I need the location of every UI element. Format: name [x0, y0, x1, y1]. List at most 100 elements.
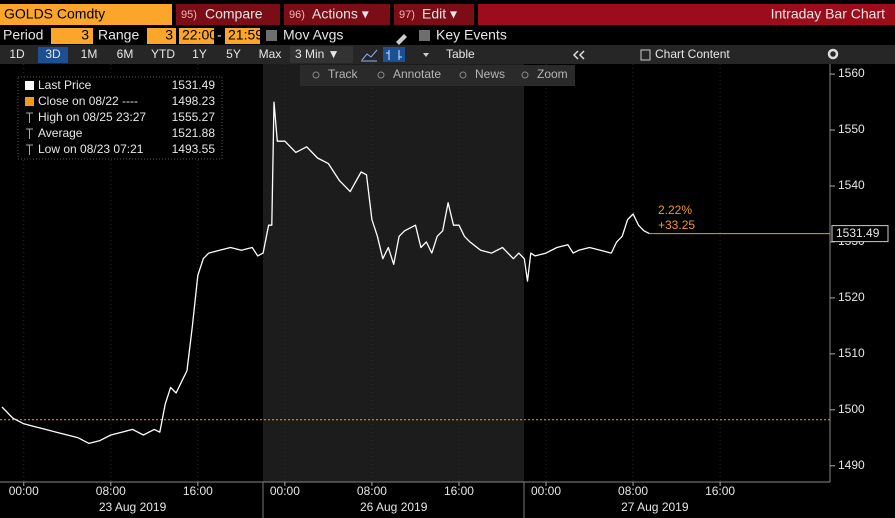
title-bar: [478, 4, 895, 25]
period-value: 3: [81, 27, 89, 43]
y-tick-label: 1490: [838, 458, 865, 472]
range-buttons: 1D 3D 1M 6M YTD 1Y 5Y Max: [9, 47, 281, 63]
y-tick-label: 1550: [838, 122, 865, 136]
tool-icon[interactable]: [521, 71, 529, 79]
tool-icon[interactable]: [312, 71, 320, 79]
key-events-checkbox[interactable]: [419, 30, 430, 41]
legend-label: Average: [38, 126, 83, 140]
y-tick-label: 1500: [838, 402, 865, 416]
actions-button[interactable]: [284, 4, 390, 25]
button-key: 95): [181, 9, 197, 21]
edit-button[interactable]: [394, 4, 474, 25]
period-field[interactable]: [51, 28, 93, 44]
range-button[interactable]: 1M: [81, 47, 98, 61]
legend-value: 1498.23: [172, 94, 216, 108]
bar-icon-bg[interactable]: [383, 47, 405, 62]
settings-icon[interactable]: [827, 48, 839, 60]
legend-value: 1521.88: [172, 126, 216, 140]
y-tick-label: 1510: [838, 346, 865, 360]
security-field[interactable]: [0, 4, 172, 25]
x-tick-label: 16:00: [705, 484, 735, 498]
range-button[interactable]: 1Y: [192, 47, 207, 61]
x-tick-label: 16:00: [444, 484, 474, 498]
bar-icon: [386, 50, 402, 60]
button-key: 96): [289, 9, 305, 21]
range-button[interactable]: Max: [259, 47, 282, 61]
range-label: Range: [98, 27, 139, 43]
button-label: Compare: [205, 6, 263, 22]
change-annotation: 2.22%: [658, 203, 692, 217]
tool-button[interactable]: Track: [328, 67, 359, 81]
legend-label: High on 08/25 23:27: [38, 110, 146, 124]
start-field[interactable]: [179, 28, 214, 44]
start-time: 22:00: [182, 27, 217, 43]
last-price-box: [831, 225, 889, 243]
x-tick-label: 00:00: [270, 484, 300, 498]
key-events-label: Key Events: [436, 27, 507, 43]
x-tick-label: 08:00: [357, 484, 387, 498]
chart-content-button[interactable]: Chart Content: [655, 47, 730, 61]
legend-label: Close on 08/22 ----: [38, 94, 138, 108]
tool-icon[interactable]: [459, 71, 467, 79]
compare-button[interactable]: [176, 4, 280, 25]
range-value: 3: [165, 27, 173, 43]
legend: Last Price 1531.49 Close on 08/22 ---- 1498…: [25, 78, 215, 156]
plot: 1490150015101520153015401550156000:0008:…: [0, 64, 889, 518]
range-button[interactable]: 1D: [9, 47, 25, 61]
legend-value: 1531.49: [172, 78, 216, 92]
tools: Track Annotate News Zoom: [312, 67, 568, 81]
x-tick-label: 08:00: [618, 484, 648, 498]
legend-marker: [26, 112, 33, 123]
legend-marker: [25, 81, 34, 90]
y-tick-label: 1560: [838, 66, 865, 80]
y-tick-label: 1540: [838, 178, 865, 192]
window-title: Intraday Bar Chart: [771, 6, 885, 22]
button-key: 97): [399, 9, 415, 21]
range-button[interactable]: 3D: [45, 47, 61, 61]
security-text: GOLDS Comdty: [4, 6, 105, 22]
legend-value: 1555.27: [172, 110, 216, 124]
date-label: 27 Aug 2019: [621, 500, 689, 514]
range-button[interactable]: 6M: [117, 47, 134, 61]
end-time: 21:59: [228, 27, 263, 43]
mov-avgs-label: Mov Avgs: [283, 27, 343, 43]
pencil-icon[interactable]: [396, 34, 407, 45]
range-active: [38, 47, 68, 63]
line-icon[interactable]: [361, 49, 378, 62]
range-bar: [0, 45, 895, 64]
legend-label: Last Price: [38, 78, 92, 92]
table-button[interactable]: Table: [446, 47, 475, 61]
collapse-icon[interactable]: [572, 50, 585, 60]
day-shade: [263, 64, 524, 482]
interval-label: 3 Min ▼: [295, 47, 340, 61]
y-tick-label: 1520: [838, 290, 865, 304]
tool-button[interactable]: Zoom: [537, 67, 568, 81]
range-button[interactable]: YTD: [151, 47, 175, 61]
tool-icon[interactable]: [377, 71, 385, 79]
content-icon[interactable]: [640, 49, 651, 61]
settings-bar: [0, 27, 895, 45]
button-label: Actions ▾: [312, 6, 369, 22]
mov-avgs-checkbox[interactable]: [266, 30, 277, 41]
legend-box: [17, 76, 223, 160]
legend-marker: [26, 144, 33, 155]
range-separator: -: [217, 27, 222, 43]
end-field[interactable]: [225, 28, 260, 44]
interval-field[interactable]: [290, 46, 353, 63]
x-tick-label: 00:00: [531, 484, 561, 498]
last-price-label: 1531.49: [836, 226, 880, 240]
tool-button[interactable]: Annotate: [393, 67, 441, 81]
period-label: Period: [3, 27, 43, 43]
legend-marker: [25, 97, 34, 106]
date-label: 23 Aug 2019: [99, 500, 167, 514]
x-tick-label: 00:00: [9, 484, 39, 498]
tool-button[interactable]: News: [475, 67, 505, 81]
button-label: Edit ▾: [422, 6, 457, 22]
range-field[interactable]: [147, 28, 176, 44]
tools-bar: [300, 65, 575, 86]
price-line: [1, 101, 650, 445]
range-button[interactable]: 5Y: [226, 47, 241, 61]
legend-label: Low on 08/23 07:21: [38, 142, 144, 156]
dropdown-icon[interactable]: [423, 53, 429, 57]
